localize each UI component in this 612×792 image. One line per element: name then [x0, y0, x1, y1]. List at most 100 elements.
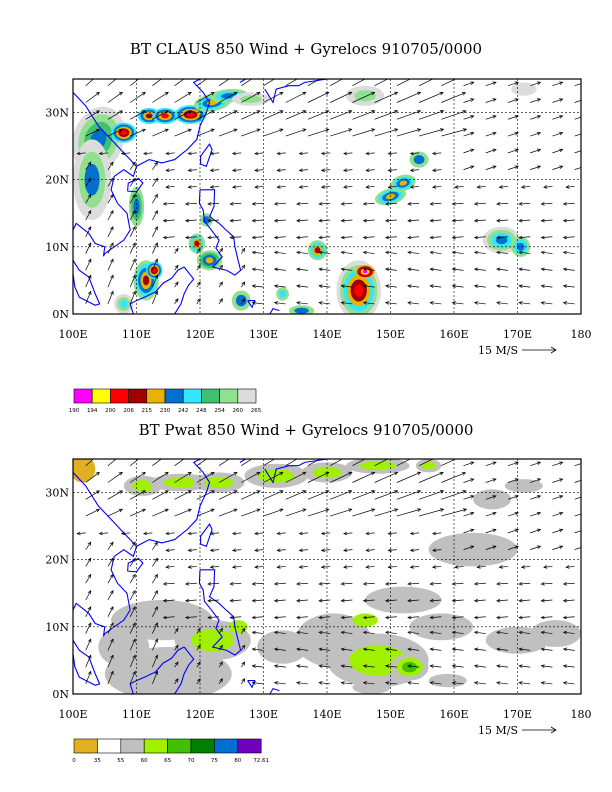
- field-patch: [145, 113, 153, 119]
- wind-vector: [107, 655, 114, 668]
- wind-arrowhead: [348, 490, 353, 494]
- wind-arrowhead: [154, 573, 158, 579]
- panel-1-title: BT CLAUS 850 Wind + Gyrelocs 910705/0000: [129, 40, 483, 58]
- colorbar-label: 65: [164, 758, 171, 764]
- wind-arrowhead: [431, 151, 437, 156]
- wind-vector: [385, 682, 397, 685]
- wind-vector: [77, 152, 86, 155]
- wind-vector: [210, 169, 220, 171]
- lat-label: 20N: [45, 174, 69, 187]
- field-patch: [352, 613, 378, 627]
- wind-arrowhead: [473, 284, 479, 288]
- wind-arrowhead: [559, 131, 564, 136]
- wind-arrowhead: [254, 168, 259, 173]
- wind-vector: [152, 291, 158, 305]
- wind-arrowhead: [429, 647, 434, 652]
- wind-arrowhead: [340, 582, 345, 586]
- wind-vector: [352, 128, 375, 137]
- wind-vector: [99, 532, 108, 535]
- wind-arrowhead: [536, 545, 542, 549]
- wind-vector: [107, 671, 114, 685]
- wind-vector: [210, 549, 220, 551]
- wind-arrowhead: [296, 250, 301, 255]
- wind-arrowhead: [320, 151, 326, 156]
- wind-arrowhead: [164, 490, 169, 494]
- wind-arrowhead: [164, 91, 169, 96]
- wind-arrowhead: [514, 131, 519, 136]
- coastline: [247, 680, 256, 689]
- wind-arrowhead: [518, 267, 523, 272]
- wind-vector: [218, 128, 238, 137]
- wind-arrowhead: [451, 218, 456, 223]
- wind-vector: [432, 549, 442, 551]
- wind-arrowhead: [132, 242, 136, 247]
- wind-vector: [152, 92, 169, 103]
- wind-arrowhead: [298, 151, 303, 156]
- wind-vector: [299, 566, 308, 568]
- wind-vector: [485, 478, 497, 483]
- wind-arrowhead: [273, 235, 279, 240]
- wind-vector: [107, 472, 123, 483]
- wind-vector: [107, 242, 114, 254]
- wind-vector: [85, 622, 92, 634]
- wind-arrowhead: [162, 615, 167, 620]
- wind-vector: [530, 115, 541, 120]
- wind-vector: [107, 291, 114, 305]
- wind-vector: [232, 532, 242, 535]
- wind-arrowhead: [340, 598, 345, 603]
- wind-vector: [474, 682, 486, 685]
- wind-vector: [374, 490, 398, 500]
- wind-arrowhead: [109, 557, 114, 562]
- map-panel-1: 0N 10N 20N 30N 100E 110E 120E 130E 140E 150E 160E 1…: [45, 74, 592, 414]
- wind-vector: [396, 471, 421, 483]
- wind-vector: [396, 91, 421, 103]
- wind-arrowhead: [385, 301, 390, 305]
- wind-arrowhead: [365, 168, 370, 173]
- wind-arrowhead: [318, 250, 323, 255]
- wind-arrowhead: [325, 110, 330, 114]
- colorbar-swatch: [190, 738, 215, 754]
- wind-vector: [163, 236, 175, 238]
- wind-arrowhead: [302, 74, 305, 77]
- wind-arrowhead: [141, 490, 146, 494]
- wind-vector: [341, 302, 353, 305]
- wind-arrowhead: [231, 151, 237, 156]
- field-patch: [142, 275, 150, 286]
- wind-vector: [296, 202, 308, 205]
- wind-arrowhead: [279, 74, 282, 77]
- wind-arrowhead: [87, 541, 92, 546]
- wind-vector: [452, 682, 464, 685]
- wind-arrowhead: [454, 565, 459, 569]
- wind-vectors: [76, 459, 581, 685]
- wind-arrowhead: [340, 235, 345, 240]
- wind-vector: [107, 574, 114, 584]
- wind-vector: [307, 471, 329, 483]
- wind-arrowhead: [187, 565, 192, 569]
- wind-arrowhead: [233, 128, 238, 133]
- wind-vector: [129, 79, 140, 86]
- wind-vector: [330, 91, 352, 103]
- wind-vector: [218, 490, 238, 500]
- wind-vector: [129, 606, 136, 617]
- wind-vector: [129, 459, 140, 466]
- wind-vector: [274, 648, 286, 651]
- wind-vector: [563, 599, 575, 602]
- wind-vector: [241, 508, 261, 517]
- wind-arrowhead: [325, 490, 330, 494]
- wind-arrowhead: [110, 638, 114, 643]
- wind-arrowhead: [439, 490, 445, 494]
- wind-vector: [152, 194, 158, 204]
- wind-arrowhead: [162, 582, 167, 586]
- wind-arrowhead: [451, 301, 456, 305]
- wind-vector: [385, 648, 397, 651]
- wind-vector: [496, 648, 509, 651]
- wind-arrowhead: [273, 250, 279, 255]
- wind-arrowhead: [162, 218, 167, 223]
- wind-vector: [396, 490, 421, 500]
- wind-vector: [107, 128, 123, 137]
- field-patch: [294, 307, 309, 314]
- wind-vector: [174, 678, 179, 685]
- wind-arrowhead: [209, 151, 214, 156]
- wind-vector: [330, 79, 344, 87]
- wind-vector: [563, 268, 575, 271]
